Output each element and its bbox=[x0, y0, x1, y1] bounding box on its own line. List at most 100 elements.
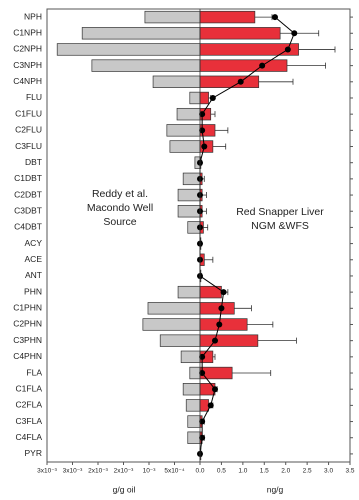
x2-tick-label: 0.0 bbox=[195, 468, 204, 475]
point bbox=[272, 14, 278, 21]
bar bbox=[166, 124, 201, 137]
point bbox=[199, 370, 206, 377]
category-label: C4FLA bbox=[16, 432, 43, 442]
plot-frame bbox=[46, 8, 351, 463]
x2-tick-label: 5x10⁻⁴ bbox=[164, 468, 185, 475]
category-label: ACE bbox=[25, 254, 43, 264]
bar bbox=[185, 399, 201, 412]
category-label: C4NPH bbox=[13, 76, 42, 86]
point bbox=[237, 78, 244, 85]
bar bbox=[182, 383, 201, 396]
category-label: DBT bbox=[25, 157, 42, 167]
bar bbox=[180, 350, 201, 364]
bar bbox=[199, 302, 235, 315]
error-bar bbox=[203, 224, 209, 231]
x2-tick-label: 3x10⁻³ bbox=[63, 468, 84, 475]
x2-tick-label: 10⁻³ bbox=[143, 468, 157, 475]
category-label: ANT bbox=[25, 270, 42, 280]
bar bbox=[91, 59, 201, 72]
error-bar bbox=[234, 305, 252, 312]
category-label: NPH bbox=[24, 11, 42, 21]
x-tick-label: 3.0 bbox=[324, 468, 333, 475]
error-bar bbox=[258, 78, 294, 85]
category-label: C1DBT bbox=[14, 173, 42, 183]
point bbox=[209, 94, 216, 101]
point bbox=[216, 321, 223, 328]
category-label: FLU bbox=[26, 92, 42, 102]
error-bar bbox=[298, 46, 336, 53]
category-label: C2NPH bbox=[13, 44, 42, 54]
error-bar bbox=[287, 62, 326, 69]
bar bbox=[187, 415, 201, 428]
x-tick-label: 1.0 bbox=[238, 468, 247, 475]
annotation: Source bbox=[103, 216, 136, 228]
point bbox=[284, 46, 291, 53]
bar bbox=[199, 318, 248, 331]
point bbox=[218, 305, 225, 312]
bar bbox=[169, 140, 201, 153]
category-label: C3PHN bbox=[13, 335, 42, 345]
category-label: C3NPH bbox=[13, 60, 42, 70]
x2-axis-title: g/g oil bbox=[113, 484, 136, 494]
error-bar bbox=[215, 127, 229, 134]
error-bar bbox=[247, 321, 274, 328]
category-label: ACY bbox=[25, 238, 43, 248]
point bbox=[212, 337, 218, 344]
point bbox=[259, 62, 266, 69]
point bbox=[291, 30, 298, 37]
error-bar bbox=[257, 337, 297, 344]
x-axis-title: ng/g bbox=[267, 484, 284, 494]
point bbox=[220, 289, 227, 296]
error-bar bbox=[232, 370, 272, 377]
bar bbox=[199, 27, 281, 40]
bar bbox=[177, 205, 201, 218]
error-bar bbox=[212, 143, 227, 150]
bar bbox=[189, 91, 201, 105]
bar bbox=[177, 188, 201, 202]
category-label: C1NPH bbox=[13, 28, 42, 38]
category-label: C1FLU bbox=[15, 108, 42, 118]
x2-tick-label: 2x10⁻³ bbox=[88, 468, 109, 475]
category-label: C3FLA bbox=[16, 416, 43, 426]
bar bbox=[189, 366, 201, 380]
error-bar bbox=[254, 14, 273, 21]
category-label: C3DBT bbox=[14, 205, 42, 215]
bar bbox=[81, 27, 201, 40]
annotation: Macondo Well bbox=[87, 202, 153, 214]
annotation: Red Snapper Liver bbox=[236, 206, 324, 218]
bar bbox=[199, 399, 209, 412]
x-tick-label: 3.5 bbox=[345, 468, 354, 475]
bar bbox=[147, 302, 201, 315]
bar bbox=[152, 75, 201, 88]
x2-tick-label: 2x10⁻³ bbox=[114, 468, 135, 475]
bar bbox=[187, 431, 201, 444]
point bbox=[201, 143, 208, 150]
point bbox=[199, 111, 206, 118]
x-tick-label: 0.5 bbox=[217, 468, 226, 475]
category-label: C3FLU bbox=[15, 141, 42, 151]
category-label: C1FLA bbox=[16, 383, 43, 393]
error-bar bbox=[204, 256, 214, 263]
bar bbox=[199, 75, 260, 88]
bar bbox=[199, 59, 288, 72]
category-label: FLA bbox=[26, 367, 42, 377]
category-label: C2FLU bbox=[15, 125, 42, 135]
bar bbox=[199, 43, 299, 56]
category-label: C1PHN bbox=[13, 303, 42, 313]
x-tick-label: 2.5 bbox=[303, 468, 312, 475]
category-label: PYR bbox=[25, 448, 42, 458]
category-label: PHN bbox=[24, 286, 42, 296]
x-tick-label: 1.5 bbox=[260, 468, 269, 475]
annotation: Reddy et al. bbox=[92, 188, 148, 200]
category-label: C4DBT bbox=[14, 222, 42, 232]
bar bbox=[199, 91, 209, 105]
annotation: NGM &WFS bbox=[251, 220, 309, 232]
point bbox=[199, 127, 206, 134]
error-bar bbox=[212, 353, 216, 360]
category-label: C2DBT bbox=[14, 189, 42, 199]
bar bbox=[144, 10, 201, 24]
bar bbox=[177, 285, 201, 299]
bar bbox=[142, 318, 201, 331]
point bbox=[212, 386, 218, 393]
